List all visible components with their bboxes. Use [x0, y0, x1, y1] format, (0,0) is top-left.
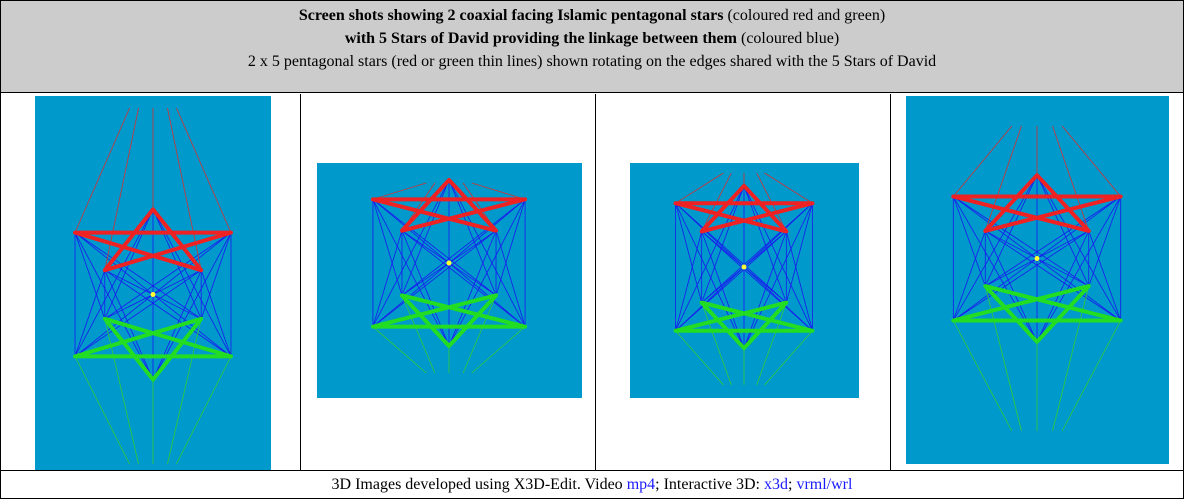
header-line: 2 x 5 pentagonal stars (red or green thi…	[1, 50, 1183, 73]
link[interactable]: vrml/wrl	[796, 476, 852, 493]
footer: 3D Images developed using X3D-Edit. Vide…	[1, 471, 1183, 498]
link[interactable]: x3d	[764, 476, 788, 493]
background	[630, 163, 859, 398]
image-cell	[891, 94, 1183, 470]
image-cell	[301, 94, 596, 470]
page: Screen shots showing 2 coaxial facing Is…	[0, 0, 1184, 499]
header: Screen shots showing 2 coaxial facing Is…	[1, 1, 1183, 93]
bold-text: Screen shots showing 2 coaxial facing Is…	[299, 7, 724, 24]
header-line: Screen shots showing 2 coaxial facing Is…	[1, 4, 1183, 27]
text: ;	[788, 476, 792, 493]
background	[906, 96, 1169, 464]
screenshot	[35, 96, 271, 470]
centre-dot	[151, 292, 156, 297]
link[interactable]: mp4	[627, 476, 655, 493]
bold-text: with 5 Stars of David providing the link…	[345, 30, 737, 47]
header-line: with 5 Stars of David providing the link…	[1, 27, 1183, 50]
screenshot	[630, 163, 859, 398]
centre-dot	[447, 261, 452, 266]
text: (coloured blue)	[741, 30, 839, 47]
image-row	[1, 94, 1183, 471]
table: Screen shots showing 2 coaxial facing Is…	[0, 0, 1184, 499]
centre-dot	[742, 265, 747, 270]
text: ; Interactive 3D:	[655, 476, 760, 493]
text: 3D Images developed using X3D-Edit. Vide…	[332, 476, 623, 493]
centre-dot	[1035, 256, 1040, 261]
screenshot	[906, 96, 1169, 464]
image-cell	[596, 94, 891, 470]
image-cell	[1, 94, 301, 470]
screenshot	[317, 163, 582, 398]
text: (coloured red and green)	[727, 7, 885, 24]
